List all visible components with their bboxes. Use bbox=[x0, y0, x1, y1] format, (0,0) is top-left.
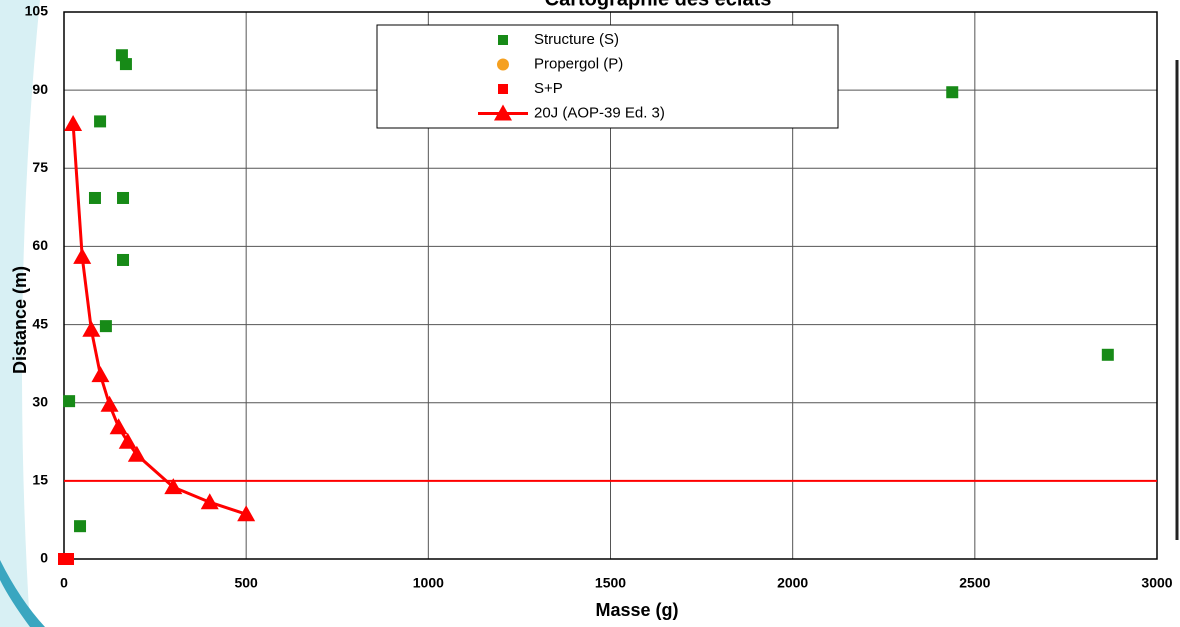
marker bbox=[127, 445, 146, 462]
marker bbox=[164, 478, 183, 495]
line bbox=[71, 123, 247, 516]
y-tick-label: 0 bbox=[40, 550, 48, 566]
marker bbox=[1101, 348, 1114, 361]
x-tick-label: 500 bbox=[234, 575, 258, 591]
legend-marker bbox=[498, 35, 508, 45]
x-tick-label: 2000 bbox=[777, 575, 808, 591]
y-tick-label: 90 bbox=[32, 81, 48, 97]
y-tick-label: 60 bbox=[32, 237, 48, 253]
legend-marker bbox=[498, 84, 508, 94]
marker bbox=[62, 553, 75, 565]
marker bbox=[82, 320, 101, 337]
marker bbox=[63, 395, 76, 408]
marker bbox=[117, 253, 130, 266]
legend bbox=[376, 24, 839, 129]
marks bbox=[58, 49, 1157, 565]
x-axis-label: Masse (g) bbox=[595, 600, 678, 620]
legend-label: 20J (AOP-39 Ed. 3) bbox=[534, 104, 665, 121]
marker bbox=[100, 395, 119, 412]
y-tick-label: 30 bbox=[32, 393, 48, 409]
marker bbox=[237, 505, 256, 522]
y-tick-label: 105 bbox=[25, 3, 49, 19]
marker bbox=[64, 115, 83, 132]
marker bbox=[119, 58, 132, 71]
x-tick-label: 2500 bbox=[959, 575, 990, 591]
legend-label: Structure (S) bbox=[534, 31, 619, 48]
marker bbox=[109, 418, 128, 435]
marker bbox=[73, 247, 92, 264]
background-swoosh bbox=[0, 0, 40, 627]
marker bbox=[117, 191, 130, 204]
marker bbox=[200, 493, 219, 510]
marker bbox=[946, 86, 959, 99]
legend-marker bbox=[497, 58, 509, 71]
x-tick-label: 1500 bbox=[595, 575, 626, 591]
marker bbox=[99, 320, 112, 333]
x-tick-label: 3000 bbox=[1141, 575, 1172, 591]
x-tick-label: 1000 bbox=[413, 575, 444, 591]
legend-label: Propergol (P) bbox=[534, 55, 623, 72]
y-tick-label: 75 bbox=[32, 159, 48, 175]
marker bbox=[94, 115, 107, 128]
marker bbox=[91, 366, 110, 383]
legend-entries: Structure (S) Propergol (P) S+P 20J (AOP-39… bbox=[478, 31, 665, 121]
legend-label: S+P bbox=[534, 80, 563, 97]
y-tick-label: 15 bbox=[32, 472, 48, 488]
marker bbox=[74, 520, 87, 533]
x-tick-label: 0 bbox=[60, 575, 68, 591]
y-tick-label: 45 bbox=[32, 315, 48, 331]
marker bbox=[88, 191, 101, 204]
marker bbox=[118, 432, 137, 449]
y-axis-label: Distance (m) bbox=[10, 266, 30, 374]
plot-frame bbox=[63, 11, 1158, 560]
chart-title: Cartographie des éclats bbox=[545, 0, 772, 10]
legend-marker bbox=[494, 104, 512, 121]
background-swoosh bbox=[0, 560, 45, 627]
